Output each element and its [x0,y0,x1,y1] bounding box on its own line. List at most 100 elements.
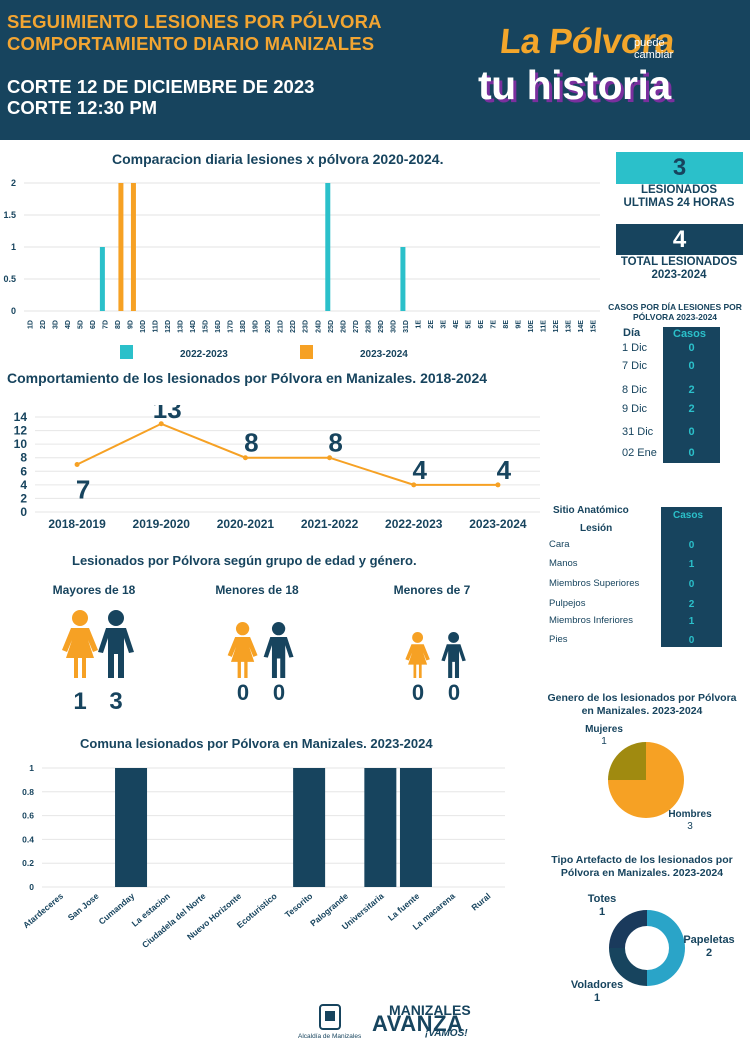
alcaldia-label: Alcaldía de Manizales [298,1033,362,1040]
daily-x-tick: 3D [52,320,59,329]
daily-y-tick: 0 [11,306,16,316]
artifact-slice-totes [609,910,647,948]
trend-point [158,421,164,427]
gender-slice-value: 1 [601,736,607,747]
daily-chart-title: Comparacion diaria lesiones x pólvora 20… [112,151,444,167]
female-icon [228,621,258,678]
daily-x-tick: 4E [453,320,460,329]
daily-x-tick: 14D [190,320,197,333]
comuna-x-tick: Tesorito [283,891,315,920]
daily-table-header-cases: Casos [673,328,707,340]
daily-bar-2022-2023 [400,247,406,311]
footer-brand-3: ¡VAMOS! [425,1028,468,1039]
anatomic-header-site-1: Sitio Anatómico [553,505,629,516]
comuna-x-tick: Rural [469,891,492,913]
daily-x-tick: 11D [152,320,159,332]
comuna-y-tick: 0.6 [22,811,34,821]
daily-y-tick: 1.5 [3,210,16,220]
trend-x-tick: 2022-2023 [385,517,443,531]
trend-y-tick: 0 [20,505,27,519]
last24-label-1: LESIONADOS [640,184,718,196]
gender-pie-title-1: Genero de los lesionados por Pólvora [547,692,737,704]
legend-swatch-2023-2024 [300,345,313,359]
trend-data-label: 8 [328,428,342,458]
age-group-label: Menores de 7 [393,583,471,597]
trend-y-tick: 2 [20,491,27,505]
trend-y-tick: 10 [14,437,28,451]
daily-x-tick: 9E [516,320,523,329]
artifact-slice-label: Papeletas [683,934,734,946]
daily-x-tick: 1E [415,320,422,329]
artifact-pie-title-1: Tipo Artefacto de los lesionados por [551,854,733,866]
anatomic-row-cases: 1 [688,559,695,570]
male-icon [441,631,467,678]
trend-y-tick: 4 [20,478,27,492]
daily-row-cases: 0 [688,426,695,438]
daily-x-tick: 8E [503,320,510,329]
comuna-y-tick: 0.4 [22,834,34,844]
trend-y-tick: 14 [14,410,28,424]
age-gender-title: Lesionados por Pólvora según grupo de ed… [72,553,417,568]
daily-x-tick: 24D [315,320,322,333]
daily-x-tick: 20D [265,320,272,333]
daily-x-tick: 11E [541,320,548,332]
total-label-2: 2023-2024 [651,269,707,281]
female-icon [405,631,431,678]
daily-row-day: 7 Dic [622,360,648,372]
daily-x-tick: 21D [278,320,285,333]
trend-x-tick: 2023-2024 [469,517,527,531]
daily-x-tick: 5E [466,320,473,329]
gender-pie-title-2: en Manizales. 2023-2024 [581,705,703,717]
comuna-chart-title: Comuna lesionados por Pólvora en Manizal… [80,736,433,751]
trend-x-tick: 2018-2019 [48,517,106,531]
male-count: 0 [272,680,286,705]
gender-slice-value: 3 [687,821,693,832]
daily-x-tick: 10D [140,320,147,333]
artifact-slice-voladores [609,948,647,986]
gender-slice-mujeres [608,742,646,780]
comuna-y-tick: 0.2 [22,858,34,868]
daily-x-tick: 25D [328,320,335,333]
daily-y-tick: 0.5 [3,274,16,284]
male-count: 3 [109,688,123,715]
total-label-1: TOTAL LESIONADOS [620,256,738,268]
daily-x-tick: 3E [440,320,447,329]
male-icon [98,610,134,678]
daily-table-title-2: PÓLVORA 2023-2024 [632,312,718,322]
page-title: SEGUIMIENTO LESIONES POR PÓLVORA [7,11,382,32]
trend-point [327,455,333,461]
trend-y-tick: 8 [20,451,27,465]
anatomic-row-site: Cara [549,539,570,550]
daily-x-tick: 2D [40,320,47,329]
daily-y-tick: 2 [11,178,16,188]
daily-table-header-day: Día [623,327,641,339]
age-group-label: Menores de 18 [215,583,299,597]
trend-point [495,482,501,488]
comuna-y-tick: 0.8 [22,787,34,797]
daily-row-cases: 2 [688,384,695,396]
last24-value-box: 3 [616,152,743,184]
daily-x-tick: 26D [340,320,347,333]
female-count: 1 [73,688,87,715]
artifact-slice-value: 2 [706,947,712,959]
daily-x-tick: 18D [240,320,247,333]
daily-x-tick: 1D [27,320,34,329]
campaign-logo-line2: tu historia [478,62,671,108]
daily-x-tick: 2E [428,320,435,329]
trend-data-label: 4 [497,455,512,485]
total-value-box: 4 [616,224,743,255]
daily-table-cases-column [663,327,720,463]
trend-point [74,462,80,467]
artifact-pie-title-2: Pólvora en Manizales. 2023-2024 [560,867,724,879]
legend-swatch-2022-2023 [120,345,133,359]
daily-x-tick: 15D [203,320,210,333]
anatomic-row-cases: 0 [688,579,695,590]
anatomic-row-site: Miembros Inferiores [549,615,633,626]
daily-x-tick: 6D [90,320,97,329]
daily-x-tick: 14E [578,320,585,333]
comuna-y-tick: 0 [29,882,34,892]
comuna-x-tick: La fuente [386,891,422,923]
